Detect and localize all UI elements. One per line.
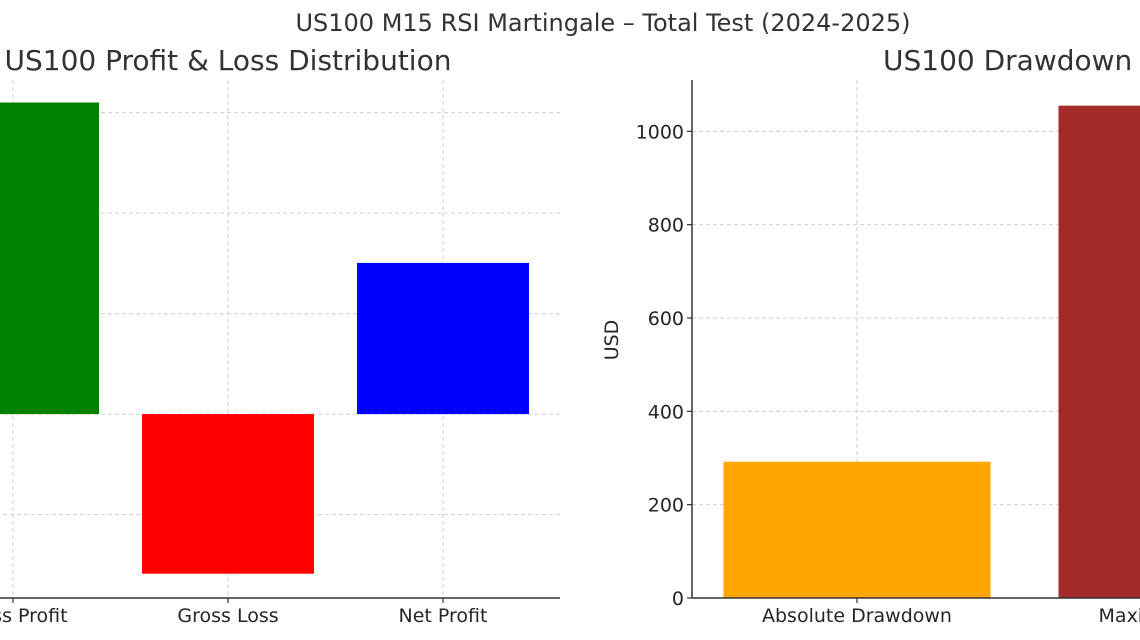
pnl-chart-title: US100 Profit & Loss Distribution bbox=[5, 44, 452, 77]
drawdown-chart-title: US100 Drawdown bbox=[883, 44, 1132, 77]
x-tick-label: Gross Loss bbox=[177, 605, 278, 627]
bar-net-profit bbox=[357, 262, 529, 415]
y-tick-label: 800 bbox=[648, 215, 684, 237]
pnl-chart: Gross Profit Gross Loss Net Profit bbox=[0, 80, 560, 627]
y-tick-label: 600 bbox=[648, 308, 684, 330]
drawdown-y-axis-label: USD bbox=[601, 320, 623, 361]
figure-suptitle: US100 M15 RSI Martingale – Total Test (2… bbox=[295, 9, 910, 37]
bar-maximal-drawdown bbox=[1058, 105, 1140, 599]
y-tick-label: 0 bbox=[672, 588, 684, 610]
bar-absolute-drawdown bbox=[723, 461, 991, 598]
x-tick-label: Absolute Drawdown bbox=[762, 605, 952, 627]
x-tick-label: Maximal Drawdown bbox=[1099, 605, 1140, 627]
y-tick-label: 200 bbox=[648, 495, 684, 517]
x-tick-label: Net Profit bbox=[399, 605, 488, 627]
drawdown-chart: 0 200 400 600 800 1000 Absolute Drawdown Maxima… bbox=[636, 80, 1140, 627]
bar-gross-loss bbox=[142, 414, 314, 574]
y-tick-label: 400 bbox=[648, 401, 684, 423]
bar-gross-profit bbox=[0, 102, 99, 415]
x-tick-label: Gross Profit bbox=[0, 605, 68, 627]
y-tick-label: 1000 bbox=[636, 121, 684, 143]
